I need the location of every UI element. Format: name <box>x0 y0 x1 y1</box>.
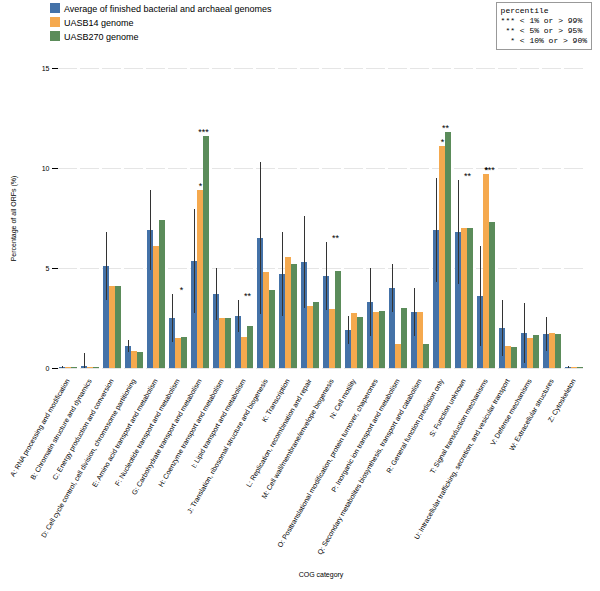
svg-text:U: Intracellular trafficking,: U: Intracellular trafficking, secretion,… <box>413 378 512 541</box>
svg-text:**: ** <box>244 291 252 301</box>
svg-text:**: ** <box>464 171 472 181</box>
svg-text:***: *** <box>484 165 495 175</box>
svg-text:D: Cell cycle control, cell di: D: Cell cycle control, cell division, ch… <box>40 378 138 540</box>
html-text:UASB14 genome: UASB14 genome <box>64 18 134 28</box>
svg-text:10: 10 <box>42 165 50 172</box>
svg-text:**: ** <box>332 233 340 243</box>
svg-text:COG category: COG category <box>299 571 344 579</box>
svg-text:N: Cell motility: N: Cell motility <box>328 377 357 420</box>
html-text:percentile *** < 1% or > 99% *: percentile *** < 1% or > 99% ** < 5% or … <box>500 6 587 45</box>
svg-text:O: Posttranslational modificat: O: Posttranslational modification, prote… <box>276 377 380 549</box>
svg-text:*: * <box>199 181 203 191</box>
svg-text:Q: Secondary metabolites biosy: Q: Secondary metabolites biosynthesis, t… <box>316 377 424 556</box>
svg-text:C: Energy production and conve: C: Energy production and conversion <box>51 377 115 481</box>
svg-text:K: Transcription: K: Transcription <box>260 377 291 424</box>
svg-text:S: Function unknown: S: Function unknown <box>428 377 467 438</box>
svg-text:L: Replication, recombination: L: Replication, recombination and repair <box>244 377 313 489</box>
svg-text:H: Coenzyme transport and meta: H: Coenzyme transport and metabolism <box>157 377 225 488</box>
svg-text:V: Defense mechanisms: V: Defense mechanisms <box>489 377 533 446</box>
svg-text:F: Nucleotide transport and me: F: Nucleotide transport and metabolism <box>113 377 181 487</box>
svg-text:Z: Cytoskeleton: Z: Cytoskeleton <box>546 378 577 424</box>
svg-text:G: Carbohydrate transport and: G: Carbohydrate transport and metabolism <box>130 377 203 496</box>
svg-text:5: 5 <box>46 265 50 272</box>
svg-text:E: Amino acid transport and me: E: Amino acid transport and metabolism <box>90 377 159 489</box>
svg-text:W: Extracellular structures: W: Extracellular structures <box>508 377 555 452</box>
svg-text:R: General function prediction: R: General function prediction only <box>385 377 445 475</box>
svg-text:P: Inorganic ion transport and: P: Inorganic ion transport and metabolis… <box>330 377 401 494</box>
svg-text:I: Lipid transport and metabol: I: Lipid transport and metabolism <box>190 377 247 470</box>
svg-text:M: Cell wall/membrane/envelope: M: Cell wall/membrane/envelope biogenesi… <box>260 377 336 500</box>
html-text:Average of finished bacterial: Average of finished bacterial and archae… <box>64 4 272 14</box>
svg-text:*: * <box>180 285 184 295</box>
html-text:UASB270 genome: UASB270 genome <box>64 32 139 42</box>
svg-text:B: Chromatin structure and dyn: B: Chromatin structure and dynamics <box>29 377 93 481</box>
svg-text:A: RNA processing and modifica: A: RNA processing and modification <box>8 377 71 478</box>
svg-text:0: 0 <box>46 365 50 372</box>
svg-text:Percentage of all ORFs (%): Percentage of all ORFs (%) <box>10 176 18 262</box>
svg-text:**: ** <box>442 123 450 133</box>
svg-text:***: *** <box>198 127 209 137</box>
svg-text:T: Signal transduction mechani: T: Signal transduction mechanisms <box>428 377 489 475</box>
svg-text:J: Translation, ribosomal stru: J: Translation, ribosomal structure and … <box>186 377 270 515</box>
svg-text:*: * <box>441 137 445 147</box>
svg-text:15: 15 <box>42 65 50 72</box>
